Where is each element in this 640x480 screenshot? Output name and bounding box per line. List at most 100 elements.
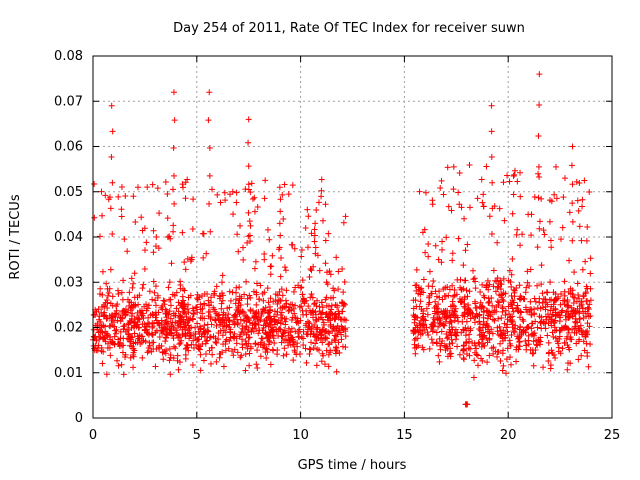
data-point	[182, 321, 189, 328]
data-point	[217, 293, 224, 300]
data-point	[260, 306, 267, 313]
data-point	[480, 203, 487, 210]
data-point	[311, 226, 318, 233]
data-point	[203, 250, 210, 257]
data-point	[486, 330, 493, 337]
data-point	[179, 229, 186, 236]
data-point	[570, 294, 577, 301]
data-point	[564, 302, 571, 309]
data-point	[335, 339, 342, 346]
data-point	[139, 354, 146, 361]
data-point	[189, 226, 196, 233]
data-point	[192, 324, 199, 331]
data-point	[180, 297, 187, 304]
data-point	[552, 291, 559, 298]
data-point	[444, 335, 451, 342]
data-point	[170, 89, 177, 96]
data-point	[325, 351, 332, 358]
data-point	[256, 296, 263, 303]
data-point	[569, 237, 576, 244]
data-point	[452, 336, 459, 343]
data-point	[107, 322, 114, 329]
data-point	[425, 253, 432, 260]
data-point	[308, 267, 315, 274]
data-point	[535, 163, 542, 170]
data-point	[261, 256, 268, 263]
data-point	[499, 350, 506, 357]
data-point	[283, 287, 290, 294]
data-point	[164, 326, 171, 333]
data-point	[218, 305, 225, 312]
data-point	[306, 320, 313, 327]
x-tick-label: 25	[604, 428, 621, 443]
data-point	[192, 335, 199, 342]
data-point	[499, 304, 506, 311]
data-point	[479, 357, 486, 364]
data-point	[573, 178, 580, 185]
data-point	[321, 328, 328, 335]
y-tick-labels: 0 0.01 0.02 0.03 0.04 0.05 0.06 0.07 0.08	[54, 49, 83, 426]
data-point	[456, 169, 463, 176]
data-point	[172, 345, 179, 352]
data-point	[298, 247, 305, 254]
data-point	[130, 193, 137, 200]
data-point	[207, 360, 214, 367]
data-point	[142, 338, 149, 345]
data-point	[472, 342, 479, 349]
data-point	[208, 344, 215, 351]
data-point	[485, 328, 492, 335]
data-point	[508, 283, 515, 290]
data-point	[512, 167, 518, 174]
data-point	[587, 255, 594, 262]
data-point	[109, 128, 116, 135]
data-point	[546, 218, 553, 225]
data-point	[509, 321, 516, 328]
data-point	[333, 254, 340, 261]
y-tick-label: 0.01	[54, 366, 83, 381]
data-point	[128, 299, 135, 306]
data-point	[485, 308, 492, 315]
y-tick-label: 0.03	[54, 275, 83, 290]
data-point	[447, 318, 454, 325]
data-point	[571, 269, 578, 276]
data-point	[446, 326, 453, 333]
data-point	[179, 304, 186, 311]
data-point	[245, 233, 252, 240]
data-point	[494, 328, 501, 335]
data-point	[307, 346, 314, 353]
data-point	[315, 199, 322, 206]
data-point	[149, 332, 156, 339]
data-point	[340, 289, 347, 296]
data-point	[105, 196, 112, 203]
data-point	[148, 331, 155, 338]
data-point	[494, 353, 501, 360]
data-point	[107, 205, 114, 212]
data-point	[463, 318, 470, 325]
data-point	[489, 179, 496, 186]
data-point	[172, 319, 179, 326]
data-point	[101, 334, 108, 341]
data-point	[298, 284, 305, 291]
data-point	[298, 303, 305, 310]
data-point	[114, 317, 121, 324]
data-point	[503, 324, 510, 331]
data-point	[117, 328, 124, 335]
data-point	[252, 340, 259, 347]
data-point	[498, 331, 505, 338]
data-point	[241, 291, 248, 298]
data-point	[207, 228, 214, 235]
data-point	[412, 328, 419, 335]
data-point	[177, 285, 184, 292]
data-point	[559, 345, 566, 352]
data-point	[232, 313, 239, 320]
data-point	[313, 303, 320, 310]
data-point	[216, 321, 223, 328]
data-point	[520, 318, 527, 325]
data-point	[222, 197, 229, 204]
data-point	[231, 321, 238, 328]
data-point	[497, 340, 504, 347]
data-point	[552, 317, 559, 324]
data-point	[141, 326, 148, 333]
data-point	[513, 346, 520, 353]
data-point	[236, 295, 243, 302]
